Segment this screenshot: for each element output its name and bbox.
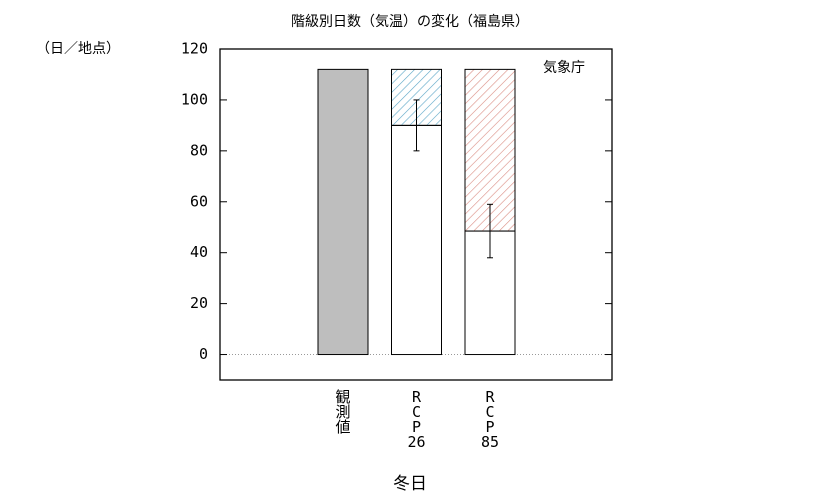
error-bar [487,203,493,259]
y-tick-label: 60 [190,192,208,210]
x-label: 冬日 [393,474,427,494]
y-tick-label: 40 [190,243,208,261]
plot-frame [219,48,613,381]
bar [391,124,442,356]
y-tick-label: 100 [181,90,208,108]
x-tick-label: 観測値 [335,388,350,436]
y-tick-label: 80 [190,141,208,159]
chart-title: 階級別日数（気温）の変化（福島県） [291,13,529,30]
y-tick-label: 20 [190,294,208,312]
error-bar [413,99,420,152]
y-tick-label: 0 [199,345,208,363]
x-tick-label: R C P 85 [481,388,499,451]
bar [317,68,369,356]
annotation: 気象庁 [543,60,585,76]
y-tick-label: 120 [181,40,208,58]
y-unit: （日／地点） [36,41,120,57]
x-tick-label: R C P 26 [407,388,425,451]
